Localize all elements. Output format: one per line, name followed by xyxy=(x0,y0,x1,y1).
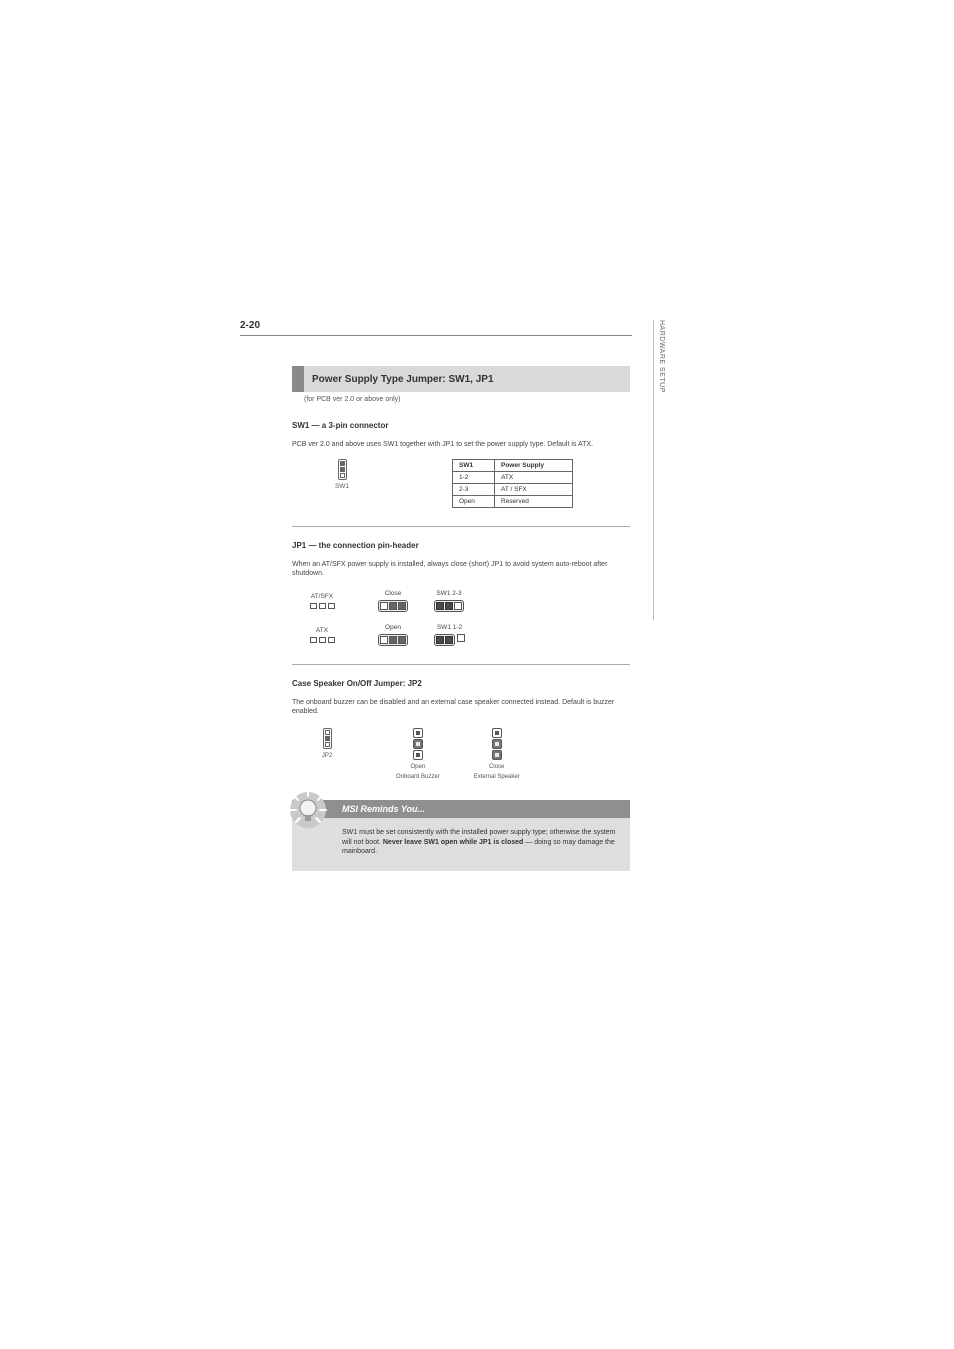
sw1-chip-icon xyxy=(338,459,347,480)
jp1-chip-icon xyxy=(434,634,465,646)
sec3-intro: The onboard buzzer can be disabled and a… xyxy=(292,698,622,716)
jp1-r1-label-0: AT/SFX xyxy=(311,593,333,600)
rule-1 xyxy=(292,526,630,527)
tip-body: SW1 must be set consistently with the in… xyxy=(292,818,630,870)
jp1-chip-icon xyxy=(434,600,464,612)
tip-box: MSI Reminds You... SW1 must be set consi… xyxy=(292,800,630,870)
sec3-title: Case Speaker On/Off Jumper: JP2 xyxy=(292,679,660,688)
sec1-row: SW1 SW1 Power Supply 1-2 ATX 2-3 AT / SF… xyxy=(292,459,660,508)
jp1-r1-label-2: SW1 2-3 xyxy=(436,590,461,597)
jp2-chip-icon xyxy=(323,728,332,749)
table-row: Open Reserved xyxy=(453,496,573,508)
sec1-intro: PCB ver 2.0 and above uses SW1 together … xyxy=(292,440,622,449)
jp2-sub-2: External Speaker xyxy=(474,774,520,780)
sec2-intro: When an AT/SFX power supply is installed… xyxy=(292,560,622,578)
table-row: 1-2 ATX xyxy=(453,472,573,484)
top-rule xyxy=(240,335,632,336)
sec1-title: SW1 — a 3-pin connector xyxy=(292,421,660,430)
jp1-chip-icon xyxy=(378,600,408,612)
jp1-r2-label-2: SW1 1-2 xyxy=(437,624,462,631)
section-header: Power Supply Type Jumper: SW1, JP1 xyxy=(292,366,630,392)
tip-bold: Never leave SW1 open while JP1 is closed xyxy=(383,839,523,846)
jp2-pillar-close-icon xyxy=(492,728,502,760)
table-col-1: Power Supply xyxy=(495,460,573,472)
jp2-label-1: Open xyxy=(411,764,426,770)
jp1-row-2: ATX Open SW1 1-2 xyxy=(292,624,660,646)
jp1-r2-label-1: Open xyxy=(385,624,401,631)
table-row: 2-3 AT / SFX xyxy=(453,484,573,496)
tip-bar: MSI Reminds You... xyxy=(292,800,630,818)
tip-heading: MSI Reminds You... xyxy=(342,804,425,814)
header-title: Power Supply Type Jumper: SW1, JP1 xyxy=(312,374,494,385)
sec2-title: JP1 — the connection pin-header xyxy=(292,541,660,550)
jp1-r1-label-1: Close xyxy=(385,590,402,597)
jp1-r2-label-0: ATX xyxy=(316,627,328,634)
jp1-chip-icon xyxy=(310,603,335,609)
jp2-sub-1: Onboard Buzzer xyxy=(396,774,440,780)
jp2-label-2: Close xyxy=(489,764,504,770)
sw1-chip-label: SW1 xyxy=(335,483,349,491)
lightbulb-icon xyxy=(286,788,330,832)
jp2-pillar-open-icon xyxy=(413,728,423,760)
section-number: 2-20 xyxy=(240,320,660,331)
jp1-chip-icon xyxy=(378,634,408,646)
header-tab xyxy=(292,366,304,392)
page-content: 2-20 Power Supply Type Jumper: SW1, JP1 … xyxy=(240,320,660,871)
table-col-0: SW1 xyxy=(453,460,495,472)
jp1-row-1: AT/SFX Close SW1 2-3 xyxy=(292,590,660,612)
jp1-chip-icon xyxy=(310,637,335,643)
rule-2 xyxy=(292,664,630,665)
jp2-label-0: JP2 xyxy=(322,753,332,759)
header-caption: (for PCB ver 2.0 or above only) xyxy=(304,396,660,403)
sw1-table: SW1 Power Supply 1-2 ATX 2-3 AT / SFX Op… xyxy=(452,459,573,508)
jp2-row: JP2 Open Onboard Buzzer Close External S… xyxy=(292,728,660,780)
